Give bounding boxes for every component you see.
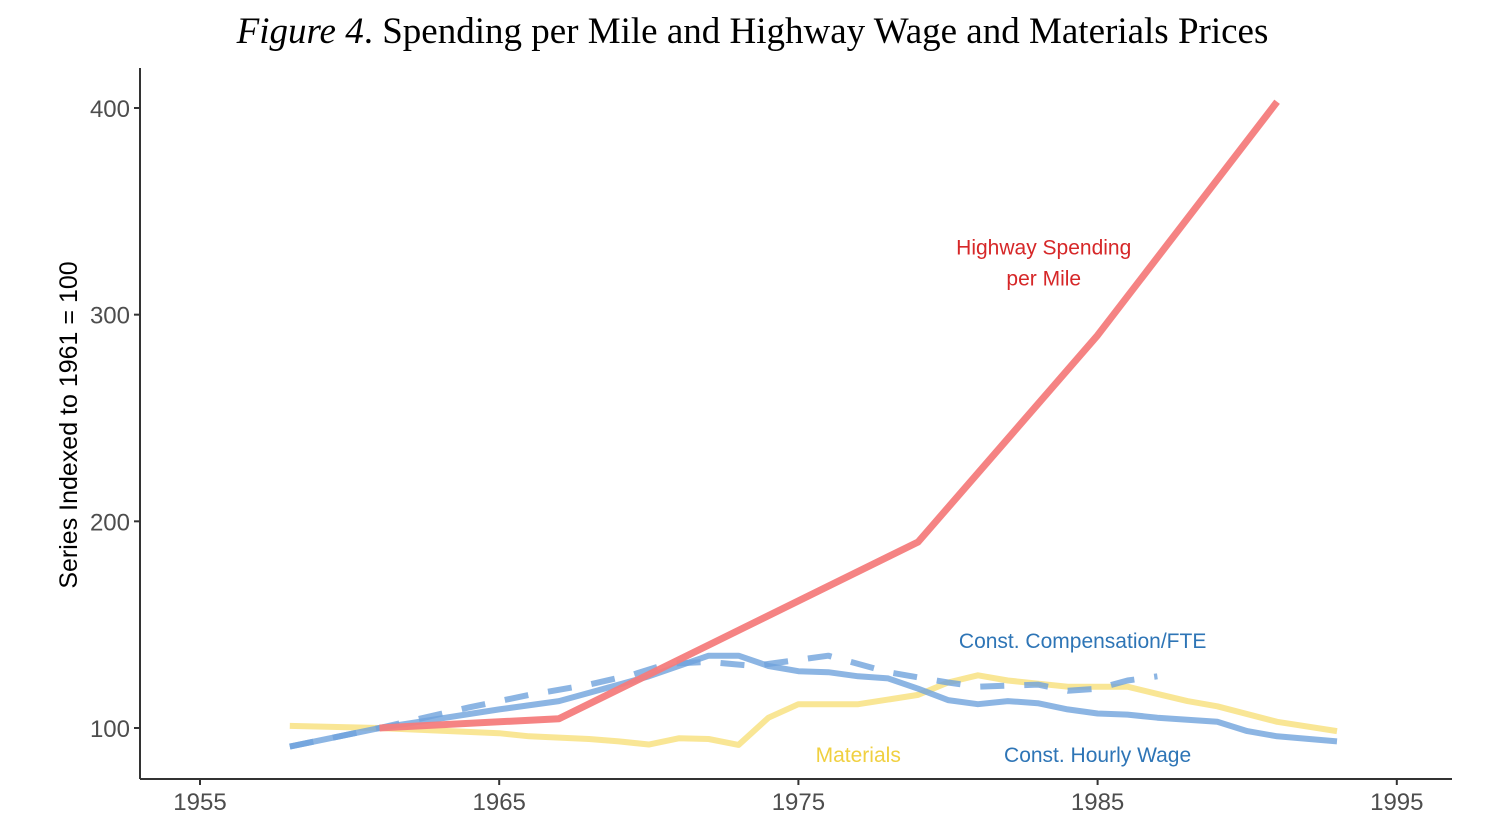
series-line-const-compensation-fte <box>289 652 1158 750</box>
series-label: Materials <box>816 744 901 767</box>
annotation-layer: Highway Spending per Mile Const. Compensat… <box>816 236 1207 766</box>
figure-title-text: . Spending per Mile and Highway Wage and… <box>363 11 1269 52</box>
figure-number: Figure 4 <box>236 11 364 52</box>
x-tick-label: 1975 <box>772 789 825 816</box>
y-tick-label: 400 <box>90 96 130 123</box>
series-label: Const. Compensation/FTE <box>959 630 1206 653</box>
y-tick-label: 300 <box>90 303 130 330</box>
y-tick-label: 200 <box>90 509 130 536</box>
y-axis-title: Series Indexed to 1961 = 100 <box>55 261 83 588</box>
series-label: Highway Spending <box>956 236 1131 259</box>
series-line-highway-spending-per-mile <box>379 99 1280 732</box>
x-tick-label: 1985 <box>1071 789 1124 816</box>
x-tick-label: 1965 <box>473 789 526 816</box>
series-label: Const. Hourly Wage <box>1004 744 1191 767</box>
y-tick-label: 100 <box>90 716 130 743</box>
series-line-materials <box>289 672 1338 748</box>
series-label: per Mile <box>1006 267 1081 290</box>
x-tick-label: 1955 <box>173 789 226 816</box>
x-tick-label: 1995 <box>1370 789 1423 816</box>
y-axis-title-group: Series Indexed to 1961 = 100 <box>55 261 83 588</box>
axes: 100 200 300 400 1955 1965 1975 1985 1995 <box>90 68 1452 816</box>
figure-title: Figure 4. Spending per Mile and Highway … <box>0 10 1490 53</box>
series-layer <box>289 99 1338 750</box>
